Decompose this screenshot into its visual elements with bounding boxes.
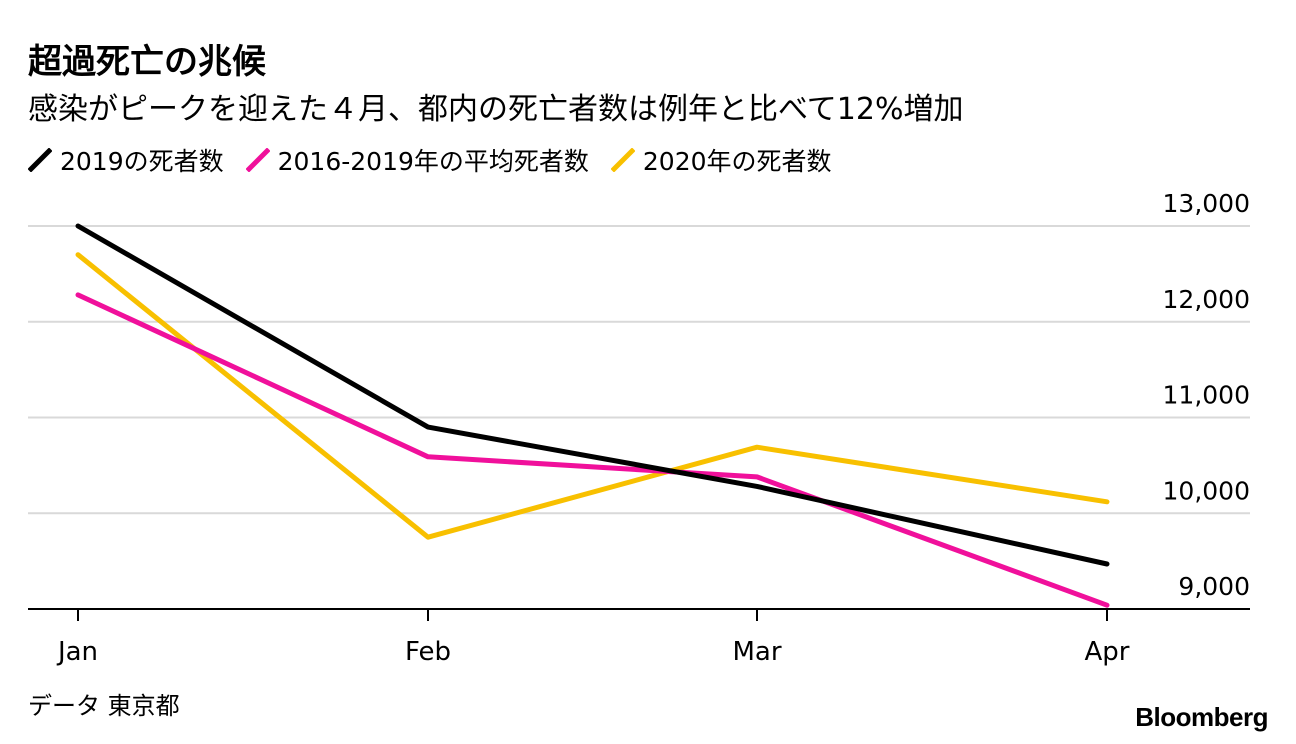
y-tick-label: 12,000 [1163, 285, 1250, 314]
legend-swatch-2020 [610, 148, 635, 172]
series-line-2019 [75, 223, 1110, 567]
bloomberg-logo: Bloomberg [1135, 702, 1268, 732]
x-tick-label: Apr [1085, 637, 1130, 667]
legend-item-2020: 2020年の死者数 [610, 142, 832, 178]
chart-subtitle: 感染がピークを迎えた４月、都内の死亡者数は例年と比べて12%増加 [28, 92, 964, 127]
legend-item-average: 2016-2019年の平均死者数 [245, 142, 589, 178]
y-tick-label: 9,000 [1178, 572, 1250, 601]
series-line-average [75, 292, 1110, 608]
legend-label-average: 2016-2019年の平均死者数 [277, 147, 589, 176]
y-tick-label: 10,000 [1163, 476, 1250, 505]
chart-title: 超過死亡の兆候 [28, 42, 266, 82]
legend-label-2019: 2019の死者数 [60, 147, 224, 176]
y-tick-label: 11,000 [1163, 381, 1250, 410]
series-line-2020 [75, 252, 1110, 540]
x-tick-label: Feb [405, 637, 451, 667]
x-tick-label: Jan [56, 637, 98, 667]
legend-item-2019: 2019の死者数 [28, 142, 224, 178]
y-tick-label: 13,000 [1163, 189, 1250, 218]
legend-swatch-2019 [28, 148, 52, 172]
legend-label-2020: 2020年の死者数 [642, 147, 832, 176]
source-note: データ 東京都 [28, 692, 180, 720]
x-tick-label: Mar [732, 637, 781, 667]
legend-swatch-average [245, 148, 270, 172]
legend: 2019の死者数 2016-2019年の平均死者数 2020年の死者数 [28, 142, 854, 178]
